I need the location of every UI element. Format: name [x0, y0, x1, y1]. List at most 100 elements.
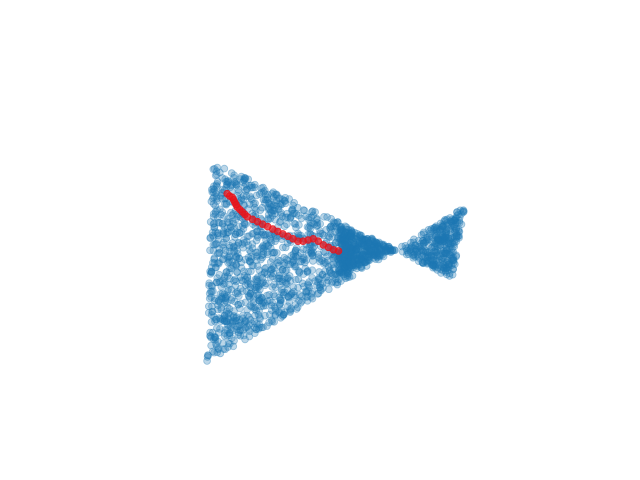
blue-data-point: [357, 231, 366, 240]
blue-data-point: [371, 242, 380, 250]
blue-data-point: [231, 230, 240, 239]
blue-data-point: [440, 264, 448, 273]
blue-data-point: [335, 259, 344, 268]
blue-data-point: [416, 247, 425, 255]
blue-data-point: [206, 218, 215, 226]
blue-data-point: [323, 256, 332, 265]
blue-data-point: [433, 242, 442, 251]
blue-data-point: [418, 246, 426, 254]
blue-data-point: [302, 289, 310, 297]
blue-data-point: [442, 243, 451, 252]
blue-data-point: [324, 276, 333, 285]
blue-data-point: [337, 234, 346, 242]
blue-data-point: [262, 240, 270, 248]
blue-data-point: [226, 247, 234, 256]
blue-data-point: [375, 238, 383, 247]
blue-data-point: [209, 185, 218, 193]
blue-data-point: [340, 263, 348, 271]
blue-data-point: [303, 297, 312, 305]
blue-data-point: [430, 247, 438, 256]
blue-data-point: [370, 239, 379, 247]
blue-data-point: [378, 251, 386, 259]
blue-data-point: [414, 257, 423, 265]
blue-data-point: [237, 228, 246, 236]
blue-data-point: [220, 317, 229, 325]
blue-data-point: [224, 314, 233, 323]
blue-data-point: [443, 245, 452, 254]
blue-data-point: [342, 236, 351, 245]
blue-data-point: [294, 267, 303, 275]
blue-data-point: [330, 219, 339, 227]
blue-data-point: [214, 337, 222, 346]
blue-data-point: [439, 222, 447, 231]
blue-data-point: [213, 194, 221, 203]
blue-data-point: [459, 207, 467, 215]
blue-data-point: [259, 244, 268, 253]
blue-data-point: [276, 295, 285, 304]
blue-data-point: [337, 222, 345, 231]
blue-data-point: [224, 321, 232, 329]
blue-data-point: [343, 254, 352, 262]
blue-data-point: [257, 295, 265, 304]
blue-data-point: [348, 232, 356, 240]
blue-data-point: [213, 214, 222, 222]
blue-data-point: [220, 332, 229, 340]
blue-data-point: [441, 233, 450, 241]
blue-data-point: [322, 272, 331, 281]
blue-data-point: [285, 298, 294, 306]
blue-data-point: [327, 222, 335, 231]
blue-data-point: [437, 238, 446, 246]
blue-data-point: [329, 222, 338, 230]
blue-data-point: [334, 232, 342, 241]
blue-data-point: [344, 264, 353, 273]
blue-data-point: [359, 250, 367, 259]
blue-data-point: [422, 248, 430, 257]
blue-data-point: [241, 255, 250, 264]
blue-data-point: [327, 222, 335, 231]
blue-data-point: [251, 283, 259, 292]
blue-data-point: [318, 270, 327, 279]
blue-data-point: [282, 255, 291, 264]
blue-data-point: [447, 234, 456, 242]
blue-data-point: [452, 214, 460, 222]
blue-data-point: [335, 269, 344, 277]
blue-data-point: [313, 215, 321, 224]
blue-data-point: [347, 248, 356, 257]
blue-data-point: [335, 275, 343, 283]
blue-data-point: [361, 236, 370, 245]
blue-data-point: [423, 253, 432, 262]
blue-data-point: [340, 237, 349, 246]
blue-data-point: [223, 291, 231, 300]
blue-data-point: [339, 235, 347, 243]
blue-data-point: [267, 208, 275, 216]
blue-data-point: [426, 227, 434, 235]
blue-data-point: [213, 197, 221, 205]
blue-data-point: [287, 304, 296, 313]
blue-data-point: [215, 278, 224, 287]
blue-data-point: [352, 264, 361, 273]
blue-data-point: [318, 271, 327, 279]
blue-data-point: [354, 245, 362, 254]
blue-data-point: [291, 262, 299, 271]
blue-data-point: [333, 278, 342, 287]
blue-data-point: [366, 249, 374, 258]
blue-data-point: [278, 200, 286, 209]
blue-data-point: [448, 215, 457, 224]
blue-data-point: [337, 269, 346, 277]
blue-data-point: [243, 273, 251, 281]
blue-data-point: [230, 246, 239, 255]
blue-data-point: [214, 297, 223, 306]
blue-data-point: [364, 255, 372, 264]
blue-data-point: [436, 252, 444, 261]
blue-data-point: [330, 253, 338, 262]
blue-data-point: [424, 256, 432, 265]
blue-data-point: [432, 248, 441, 257]
blue-data-point: [350, 260, 358, 268]
blue-data-point: [376, 246, 385, 254]
blue-data-point: [206, 328, 214, 337]
blue-data-point: [419, 230, 428, 239]
blue-data-point: [266, 237, 275, 245]
blue-data-point: [347, 252, 355, 261]
blue-data-point: [267, 209, 276, 218]
blue-data-point: [343, 242, 352, 251]
